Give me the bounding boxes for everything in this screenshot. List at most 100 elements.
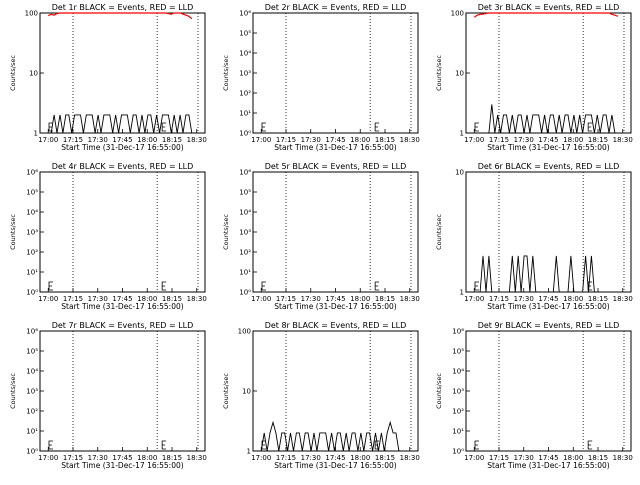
series-line-lld [473,12,619,18]
x-tick-label: 18:00 [350,136,370,144]
y-tick-label: 10³ [452,388,464,396]
x-tick-label: 17:45 [325,295,345,303]
detector-panel-6: Det 6r BLACK = Events, RED = LLD 17:00 17:… [435,162,633,311]
y-tick-label: 1 [34,130,38,138]
y-tick-label: 10⁰ [239,289,251,297]
x-tick-label: 17:45 [538,295,558,303]
y-tick-label: 100 [25,10,38,18]
x-tick-label: 18:30 [187,136,207,144]
panel-title: Det 8r BLACK = Events, RED = LLD [265,321,407,330]
x-tick-label: 17:45 [112,136,132,144]
y-tick-label: 10 [29,70,38,78]
x-tick-label: 18:00 [137,295,157,303]
y-tick-label: 10⁴ [452,368,464,376]
x-tick-label: 18:00 [563,136,583,144]
interval-bracket [374,122,380,132]
interval-bracket [587,440,593,450]
y-tick-label: 10 [455,70,464,78]
y-tick-label: 10 [242,388,251,396]
x-tick-label: 17:00 [38,295,58,303]
y-tick-label: 10⁴ [26,209,38,217]
x-tick-label: 18:15 [588,295,608,303]
interval-bracket [261,281,266,291]
x-tick-label: 17:00 [464,295,484,303]
x-tick-label: 17:30 [514,136,534,144]
interval-bracket [161,281,167,291]
detector-panel-9: Det 9r BLACK = Events, RED = LLD 17:00 17:… [435,321,633,470]
x-axis-label: Start Time (31-Dec-17 16:55:00) [274,143,396,152]
x-tick-label: 17:15 [276,136,296,144]
y-axis-label: Counts/sec [222,373,230,409]
y-tick-label: 10⁶ [452,328,464,336]
y-tick-label: 10¹ [239,269,251,277]
y-tick-label: 1 [460,130,464,138]
x-axis-label: Start Time (31-Dec-17 16:55:00) [487,302,609,311]
y-tick-label: 10⁰ [239,130,251,138]
series-line-events [474,104,618,134]
detector-panel-2: Det 2r BLACK = Events, RED = LLD 17:00 17:… [222,3,420,152]
y-tick-label: 1 [247,448,251,456]
y-axis-label: Counts/sec [222,214,230,250]
x-axis-label: Start Time (31-Dec-17 16:55:00) [274,302,396,311]
x-tick-label: 17:30 [514,454,534,462]
x-tick-label: 17:30 [301,454,321,462]
series-line-lld [47,12,193,20]
y-tick-label: 10⁶ [26,328,38,336]
panel-title: Det 1r BLACK = Events, RED = LLD [52,3,194,12]
y-tick-label: 10⁵ [26,189,38,197]
panel-title: Det 3r BLACK = Events, RED = LLD [478,3,620,12]
y-tick-label: 10⁴ [239,50,251,58]
x-tick-label: 17:30 [88,454,108,462]
interval-bracket [474,281,479,291]
x-tick-label: 18:15 [162,295,182,303]
x-tick-label: 17:15 [489,136,509,144]
x-tick-label: 18:00 [137,454,157,462]
x-tick-label: 17:15 [63,454,83,462]
x-tick-label: 18:00 [563,295,583,303]
y-tick-label: 10⁶ [239,169,251,177]
y-axis-label: Counts/sec [9,214,17,250]
x-tick-label: 18:30 [400,136,420,144]
y-tick-label: 100 [238,328,251,336]
x-tick-label: 17:45 [538,454,558,462]
y-tick-label: 10¹ [239,110,251,118]
plot-frame [252,12,419,134]
y-tick-label: 10³ [239,70,251,78]
plot-frame [465,330,632,452]
y-tick-label: 10² [26,408,38,416]
x-tick-label: 17:45 [112,454,132,462]
x-tick-label: 17:30 [301,136,321,144]
detector-panel-3: Det 3r BLACK = Events, RED = LLD 17:00 17:… [435,3,633,152]
plot-frame [39,330,206,452]
interval-bracket [474,122,479,132]
x-tick-label: 18:15 [375,454,395,462]
x-tick-label: 17:15 [276,454,296,462]
y-axis-label: Counts/sec [435,55,443,91]
x-tick-label: 17:00 [38,454,58,462]
x-tick-label: 17:15 [63,136,83,144]
x-tick-label: 17:45 [325,454,345,462]
x-tick-label: 18:00 [563,454,583,462]
x-tick-label: 17:30 [301,295,321,303]
panel-title: Det 5r BLACK = Events, RED = LLD [265,162,407,171]
series-line-events [48,114,193,134]
x-axis-label: Start Time (31-Dec-17 16:55:00) [61,143,183,152]
y-tick-label: 10² [239,249,251,257]
x-axis-label: Start Time (31-Dec-17 16:55:00) [61,302,183,311]
y-tick-label: 10⁵ [239,30,251,38]
y-tick-label: 10⁵ [239,189,251,197]
x-tick-label: 17:30 [514,295,534,303]
y-axis-label: Counts/sec [222,55,230,91]
x-tick-label: 18:00 [137,136,157,144]
x-tick-label: 18:30 [187,295,207,303]
y-tick-label: 10 [455,169,464,177]
interval-bracket [161,122,167,132]
y-tick-label: 10¹ [452,428,464,436]
x-tick-label: 18:15 [588,454,608,462]
y-axis-label: Counts/sec [435,214,443,250]
x-tick-label: 18:00 [350,454,370,462]
y-tick-label: 10⁶ [26,169,38,177]
x-tick-label: 17:00 [464,136,484,144]
panel-title: Det 6r BLACK = Events, RED = LLD [478,162,620,171]
